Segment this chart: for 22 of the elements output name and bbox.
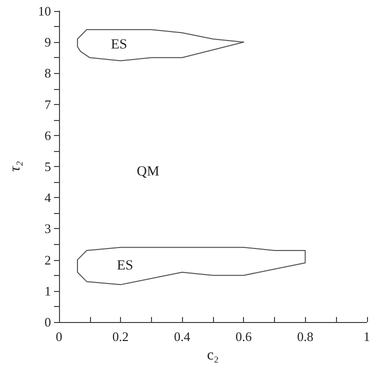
y-tick-label: 1 xyxy=(44,283,51,298)
x-tick-label: 0.4 xyxy=(174,329,191,344)
y-tick-label: 7 xyxy=(44,96,52,112)
y-tick-label: 3 xyxy=(44,221,51,236)
x-axis-title: c₂ xyxy=(206,348,219,364)
x-tick-label: 0.2 xyxy=(112,329,129,344)
y-tick-label: 9 xyxy=(44,34,51,50)
annotation: ES xyxy=(110,38,128,52)
x-tick-label: 0 xyxy=(56,329,62,344)
y-tick-label: 10 xyxy=(38,4,51,18)
y-tick-label: 4 xyxy=(44,190,52,206)
annotation: ES xyxy=(116,258,134,274)
y-tick-label: 8 xyxy=(44,66,51,81)
y-axis-title: τ₂ xyxy=(8,161,24,172)
annotation: QM xyxy=(136,164,160,180)
y-tick-label: 0 xyxy=(44,314,51,330)
y-tick-label: 6 xyxy=(44,128,52,143)
x-tick-label: 1 xyxy=(364,329,370,344)
x-tick-label: 0.8 xyxy=(297,329,314,344)
y-tick-label: 5 xyxy=(44,159,51,174)
x-tick-label: 0.6 xyxy=(236,329,252,344)
y-tick-label: 2 xyxy=(44,252,51,268)
